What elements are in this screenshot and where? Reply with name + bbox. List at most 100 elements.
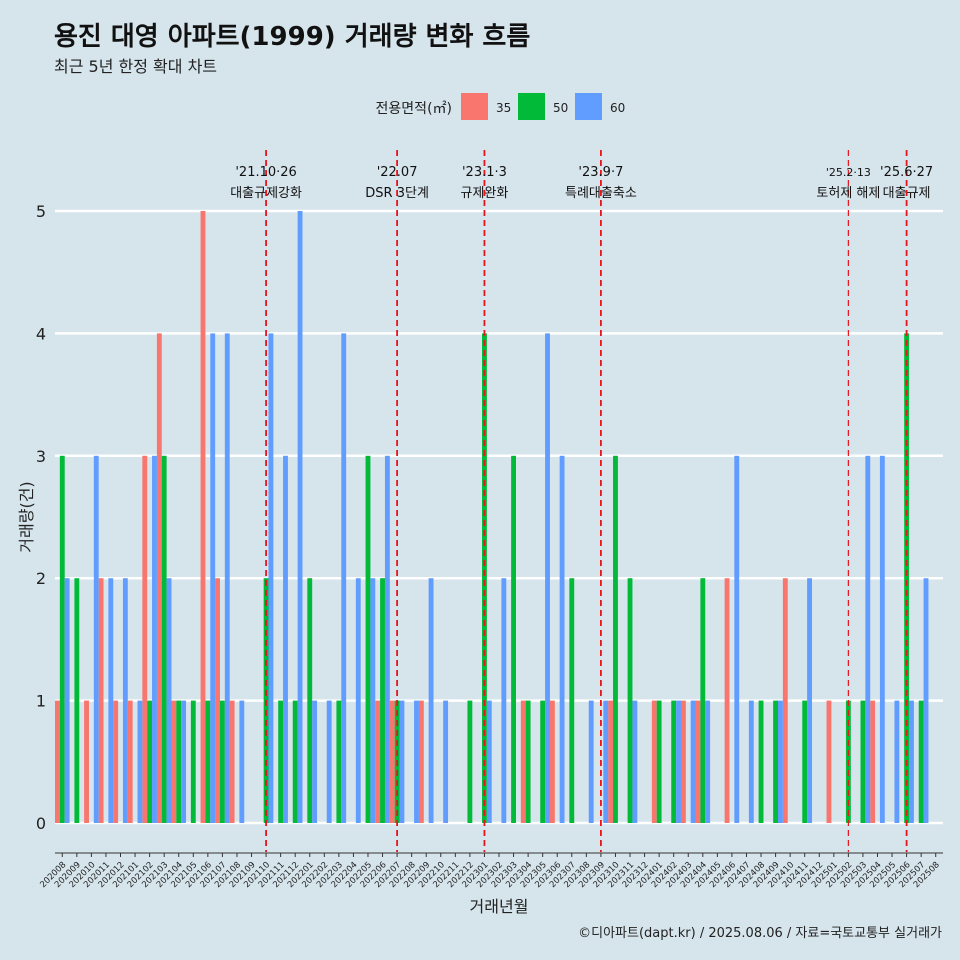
y-tick-label: 5 <box>36 202 46 221</box>
bar-60-202503 <box>865 455 871 823</box>
y-tick-label: 2 <box>36 569 46 588</box>
bar-60-202308 <box>588 700 594 823</box>
bar-35-202403 <box>680 700 686 823</box>
bar-50-202411 <box>802 700 808 823</box>
bar-60-202207 <box>399 700 405 823</box>
bar-50-202303 <box>511 455 516 823</box>
bar-60-202507 <box>923 578 929 823</box>
bar-35-202404 <box>695 700 701 823</box>
bar-50-202507 <box>918 700 924 823</box>
bar-60-202112 <box>297 211 303 823</box>
bar-35-202010 <box>84 700 89 823</box>
bar-60-202010 <box>93 455 99 823</box>
bar-35-202410 <box>782 578 788 823</box>
bar-50-202107 <box>219 700 225 823</box>
bar-60-202011 <box>108 578 114 823</box>
chart-subtitle: 최근 5년 한정 확대 차트 <box>54 57 218 76</box>
event-label: 대출규제 <box>883 186 931 201</box>
credit-text: ©디아파트(dapt.kr) / 2025.08.06 / 자료=국토교통부 실… <box>578 926 942 941</box>
event-label: 대출규제강화 <box>230 186 302 201</box>
bar-35-202101 <box>127 700 133 823</box>
bar-60-202306 <box>559 455 565 823</box>
event-label: 규제완화 <box>461 186 509 201</box>
bar-50-202310 <box>613 455 618 823</box>
bar-60-202407 <box>748 700 754 823</box>
bar-60-202008 <box>64 578 70 823</box>
y-tick-label: 3 <box>36 447 46 466</box>
bar-35-202504 <box>870 700 876 823</box>
bar-35-202107 <box>215 578 220 823</box>
bar-35-202406 <box>724 578 730 823</box>
bar-35-202401 <box>651 700 657 823</box>
bar-60-202402 <box>676 700 681 823</box>
bar-35-202304 <box>520 700 526 823</box>
bar-50-202212 <box>467 700 473 823</box>
bar-50-202401 <box>656 700 662 823</box>
bar-60-202305 <box>545 333 550 823</box>
bar-35-202310 <box>608 700 614 823</box>
bar-50-202301 <box>482 333 487 823</box>
bar-60-202406 <box>734 455 740 823</box>
bar-50-202105 <box>190 700 196 823</box>
bar-50-202112 <box>292 700 298 823</box>
legend-swatch-50 <box>518 93 545 120</box>
bar-35-202306 <box>549 700 555 823</box>
bar-60-202103 <box>166 578 172 823</box>
bar-50-202102 <box>147 700 153 823</box>
bar-60-202203 <box>341 333 347 823</box>
bar-60-202302 <box>501 578 507 823</box>
event-label: 특례대출축소 <box>565 186 637 201</box>
bar-60-202311 <box>632 700 638 823</box>
chart-title: 용진 대영 아파트(1999) 거래량 변화 흐름 <box>54 22 531 52</box>
event-label: 토허제 해제 <box>816 186 880 201</box>
legend-title: 전용면적(㎡) <box>376 101 452 117</box>
bar-60-202210 <box>443 700 449 823</box>
bar-50-202206 <box>380 578 385 823</box>
bar-50-202304 <box>525 700 531 823</box>
bar-50-202104 <box>176 700 182 823</box>
bar-60-202506 <box>909 700 914 823</box>
x-axis-label: 거래년월 <box>470 897 529 916</box>
y-tick-label: 4 <box>36 324 46 343</box>
bar-50-202205 <box>365 455 371 823</box>
event-date: '23.1·3 <box>462 165 507 180</box>
bar-35-202011 <box>98 578 104 823</box>
event-date: '23.9·7 <box>578 165 623 180</box>
bar-60-202111 <box>283 455 288 823</box>
bar-60-202106 <box>210 333 216 823</box>
bar-50-202103 <box>161 455 167 823</box>
bar-60-202411 <box>807 578 812 823</box>
x-axis: 2020082020092020102020112020122021012021… <box>38 852 943 916</box>
bar-35-202108 <box>229 700 235 823</box>
bar-35-202106 <box>200 211 206 823</box>
legend-label-60: 60 <box>610 101 625 115</box>
bar-60-202102 <box>152 455 157 823</box>
y-axis-label: 거래량(건) <box>17 481 36 552</box>
bar-60-202208 <box>414 700 419 823</box>
bar-35-202102 <box>142 455 148 823</box>
legend-swatch-35 <box>461 93 488 120</box>
bar-50-202201 <box>307 578 313 823</box>
bar-60-202404 <box>705 700 711 823</box>
legend: 전용면적(㎡) 35 50 60 <box>376 93 625 120</box>
bar-35-202008 <box>55 700 60 823</box>
bar-60-202104 <box>181 700 187 823</box>
bar-50-202402 <box>671 700 677 823</box>
bar-60-202505 <box>894 700 900 823</box>
bar-60-202205 <box>370 578 376 823</box>
y-axis: 0 1 2 3 4 5 거래량(건) <box>17 202 46 833</box>
bar-60-202108 <box>239 700 245 823</box>
bar-50-202506 <box>904 333 910 823</box>
bars <box>55 211 929 823</box>
bar-50-202408 <box>758 700 764 823</box>
bar-50-202009 <box>74 578 80 823</box>
bar-50-202311 <box>627 578 633 823</box>
y-tick-label: 0 <box>36 814 46 833</box>
bar-60-202301 <box>486 700 492 823</box>
bar-35-202012 <box>113 700 119 823</box>
bar-60-202209 <box>428 578 434 823</box>
bar-60-202101 <box>137 700 143 823</box>
annotations: '21.10·26 대출규제강화 '22.07 DSR 3단계 '23.1·3 규제완화 '… <box>230 150 933 852</box>
bar-35-202501 <box>826 700 832 823</box>
